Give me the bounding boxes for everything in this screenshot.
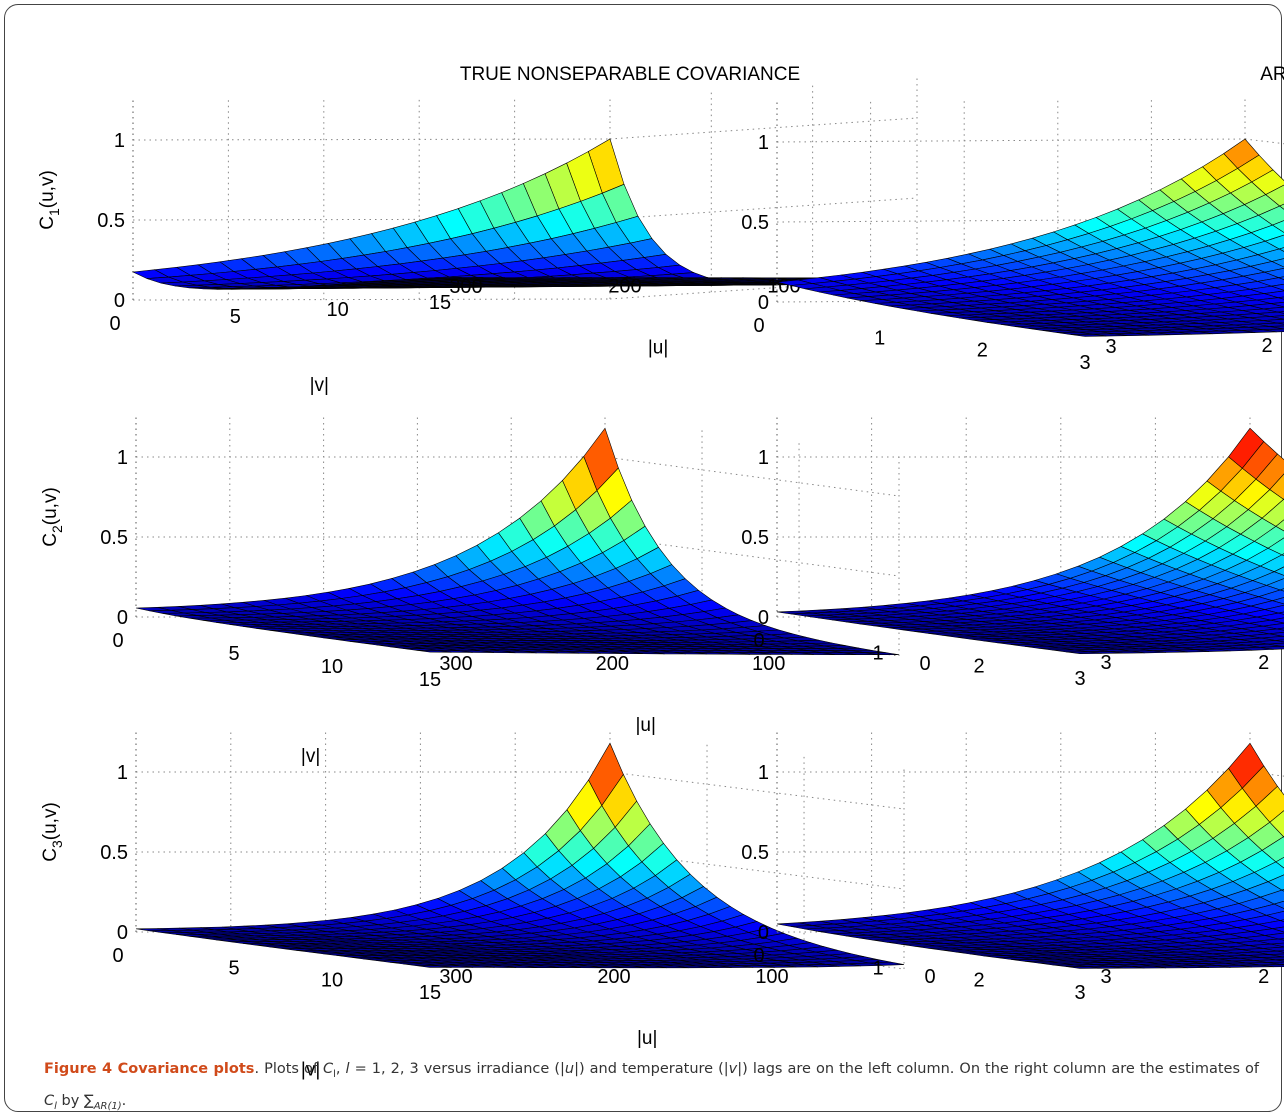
y-axis-label: |u| [635,715,655,736]
caption-var: C [323,1061,333,1077]
x-tick-label: 5 [230,306,241,328]
z-tick-label: 0.5 [100,842,128,864]
z-tick-label: 1 [758,762,769,784]
z-axis-label: C2(u,v) [40,487,65,547]
caption-text: |) and temperature (| [574,1061,729,1077]
x-tick-label: 0 [753,315,764,337]
y-tick-label: 0 [919,653,930,675]
x-tick-label: 0 [112,630,123,652]
grid-line [777,139,1245,142]
caption-var: v [729,1061,738,1077]
caption-text: by ∑ [57,1093,94,1109]
panel-title: TRUE NONSEPARABLE COVARIANCE [460,64,800,85]
caption-var: u [565,1061,574,1077]
x-tick-label: 15 [419,982,441,1004]
y-tick-label: 2 [1258,966,1269,988]
y-tick-label: 200 [596,653,629,675]
surface-plot-left-1: 00.510510150100200300TRUE NONSEPARABLE C… [37,64,949,396]
z-tick-label: 0.5 [97,210,125,232]
y-tick-label: 100 [752,653,785,675]
x-tick-label: 2 [973,655,984,677]
x-tick-label: 0 [753,945,764,967]
z-tick-label: 1 [117,447,128,469]
z-tick-label: 0.5 [741,527,769,549]
z-tick-label: 0.5 [741,842,769,864]
y-tick-label: 3 [1100,966,1111,988]
x-axis-label: |v| [301,746,320,767]
z-axis-label: C1(u,v) [37,170,62,230]
y-tick-label: 2 [1258,652,1269,674]
caption-text: . [122,1093,127,1109]
x-tick-label: 10 [321,970,343,992]
y-tick-label: 200 [597,966,630,988]
y-tick-label: 3 [1100,652,1111,674]
x-tick-label: 1 [872,957,883,979]
x-axis-label: |v| [310,375,329,396]
x-tick-label: 10 [321,656,343,678]
y-tick-label: 200 [608,276,641,298]
y-tick-label: 300 [449,276,482,298]
z-tick-label: 0 [114,290,125,312]
z-tick-label: 1 [117,762,128,784]
figure-caption: Figure 4 Covariance plots. Plots of Cl, … [44,1056,1259,1120]
x-tick-label: 1 [872,643,883,665]
caption-sub: AR(1) [94,1101,122,1112]
x-tick-label: 2 [973,970,984,992]
y-tick-label: 300 [439,966,472,988]
z-tick-label: 0 [117,922,128,944]
z-tick-label: 1 [114,130,125,152]
caption-text: , [336,1061,346,1077]
caption-var: C [44,1093,54,1109]
caption-text: = 1, 2, 3 versus irradiance (| [350,1061,565,1077]
x-tick-label: 1 [874,327,885,349]
y-tick-label: 100 [755,966,788,988]
z-tick-label: 0 [117,607,128,629]
y-axis-label: |u| [648,338,668,359]
x-tick-label: 2 [977,340,988,362]
y-tick-label: 2 [1261,335,1272,357]
x-tick-label: 0 [112,945,123,967]
z-tick-label: 1 [758,447,769,469]
x-tick-label: 3 [1074,982,1085,1004]
x-tick-label: 10 [327,299,349,321]
y-axis-label: |u| [637,1028,657,1049]
x-tick-label: 5 [228,957,239,979]
z-tick-label: 0.5 [741,212,769,234]
caption-text: . Plots of [254,1061,323,1077]
y-tick-label: 0 [924,966,935,988]
x-tick-label: 0 [753,630,764,652]
x-tick-label: 3 [1074,668,1085,690]
y-tick-label: 300 [439,653,472,675]
grid-line [605,457,899,496]
x-tick-label: 15 [429,292,451,314]
z-tick-label: 0 [758,922,769,944]
surface-plot-right-1: 00.5101230123AR(1) [741,64,1284,374]
x-tick-label: 0 [109,313,120,335]
grid-line [133,299,610,300]
caption-title: Covariance plots [118,1061,255,1077]
z-axis-label: C3(u,v) [40,802,65,862]
z-tick-label: 1 [758,132,769,154]
x-tick-label: 5 [228,643,239,665]
caption-text: |) lags are on the left column. On the r… [737,1061,1259,1077]
z-tick-label: 0 [758,607,769,629]
x-tick-label: 15 [419,669,441,691]
caption-label: Figure 4 [44,1061,112,1077]
z-tick-label: 0 [758,292,769,314]
z-tick-label: 0.5 [100,527,128,549]
grid-line [133,139,610,140]
panel-title: AR(1) [1260,64,1284,85]
x-tick-label: 3 [1079,352,1090,374]
y-tick-label: 3 [1105,336,1116,358]
